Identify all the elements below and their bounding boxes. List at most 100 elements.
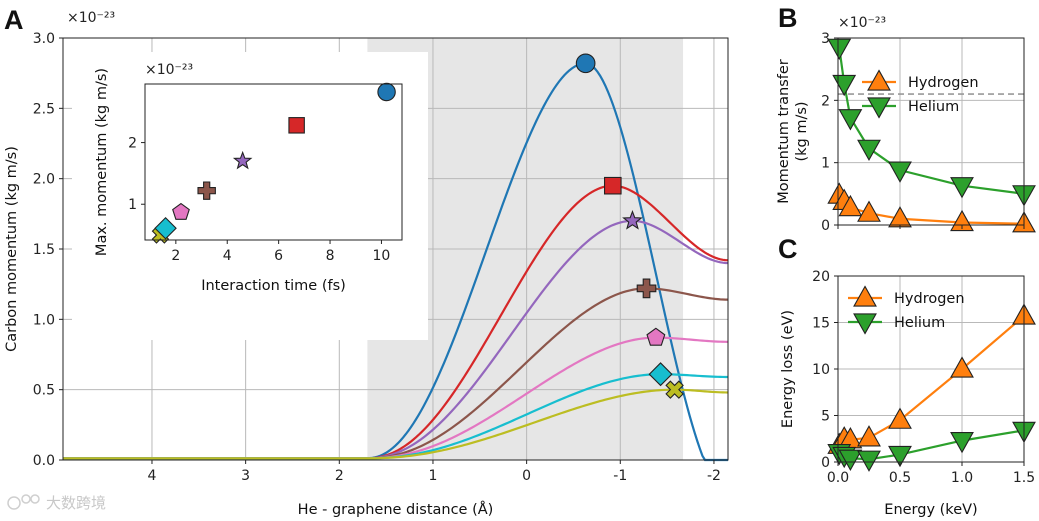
panel-label-a: A (4, 5, 24, 35)
inset-y-offset-label: ×10⁻²³ (145, 62, 193, 78)
c-x-axis-label: Energy (keV) (884, 502, 977, 518)
x-tick-label: 4 (223, 248, 232, 264)
watermark-logo-icon (7, 494, 40, 510)
legend-label: Helium (908, 99, 959, 115)
data-point (857, 139, 881, 162)
y-tick-label: 2 (128, 136, 137, 152)
legend-marker (853, 285, 877, 307)
b-y-offset-label: ×10⁻²³ (838, 15, 886, 31)
x-tick-label: 1 (429, 468, 438, 484)
y-tick-label: 5 (821, 409, 830, 425)
main-x-ticks: 4 3 2 1 0 -1 -2 (148, 460, 721, 484)
b-legend: Hydrogen Helium (862, 69, 979, 119)
inset-point-plus (197, 181, 216, 200)
inset-point-square (288, 117, 305, 134)
y-tick-label: 15 (812, 316, 830, 332)
inset-point-star (232, 150, 253, 170)
y-tick-label: 2.0 (33, 172, 55, 188)
x-tick-label: 0 (522, 468, 531, 484)
series-line (838, 47, 1025, 195)
b-gridlines (837, 37, 1025, 226)
data-point (950, 356, 974, 378)
b-plot-frame (837, 37, 1025, 226)
legend-label: Helium (894, 315, 945, 331)
inset-x-ticks: 2 4 6 8 10 (171, 240, 390, 264)
b-series (827, 38, 1036, 233)
y-tick-label: 0 (821, 218, 830, 234)
main-x-axis-label: He - graphene distance (Å) (298, 501, 494, 518)
b-y-axis-label: Momentum transfer (kg m/s) (776, 59, 810, 204)
data-point (857, 200, 881, 222)
x-tick-label: -2 (707, 468, 721, 484)
main-y-ticks: 0.0 0.5 1.0 1.5 2.0 2.5 3.0 (33, 31, 63, 469)
b-y-axis-label-line1: Momentum transfer (776, 59, 792, 204)
main-y-offset-label: ×10⁻²³ (67, 10, 115, 26)
x-tick-label: 4 (148, 468, 157, 484)
data-point (857, 425, 881, 447)
legend-marker (867, 97, 891, 119)
data-point (950, 177, 974, 199)
y-tick-label: 3 (821, 31, 830, 47)
x-tick-label: 8 (326, 248, 335, 264)
x-tick-label: 10 (373, 248, 391, 264)
main-peak-markers (575, 53, 684, 399)
data-point (888, 445, 912, 468)
watermark: 大数跨境 (7, 494, 106, 512)
c-y-axis-label: Energy loss (eV) (780, 310, 796, 428)
data-point (827, 38, 852, 61)
y-tick-label: 20 (812, 269, 830, 285)
x-tick-label: 2 (335, 468, 344, 484)
peak-marker-square (603, 176, 622, 195)
x-tick-label: 1.0 (951, 470, 973, 486)
inset-plot-frame (144, 83, 403, 241)
inset-x-axis-label: Interaction time (fs) (201, 278, 346, 294)
legend-marker (867, 69, 891, 91)
main-y-axis-label: Carbon momentum (kg m/s) (4, 146, 20, 352)
series-line (63, 388, 729, 460)
c-y-ticks: 0 5 10 15 20 (812, 269, 838, 471)
y-tick-label: 2.5 (33, 101, 55, 117)
inset-point-pentagon (172, 202, 190, 220)
y-tick-label: 3.0 (33, 31, 55, 47)
momentum-transfer-chart: 0 1 2 3 Hydrogen Helium Momentum transfer (kg… (776, 15, 1036, 234)
data-point (832, 74, 857, 97)
legend-marker (853, 313, 877, 335)
panel-label-b: B (778, 3, 798, 33)
data-point (838, 449, 863, 471)
y-tick-label: 0.0 (33, 453, 55, 469)
inset-point-diamond (154, 217, 177, 240)
data-point (838, 194, 863, 217)
b-y-ticks: 0 1 2 3 (821, 31, 838, 234)
data-point (888, 161, 912, 183)
y-tick-label: 1.5 (33, 242, 55, 258)
y-tick-label: 0.5 (33, 383, 55, 399)
peak-marker-pentagon (646, 327, 666, 346)
c-x-ticks: 0.0 0.5 1.0 1.5 (827, 462, 1035, 486)
inset-y-ticks: 12 (128, 136, 145, 213)
legend-label: Hydrogen (908, 75, 979, 91)
peak-marker-star (622, 209, 643, 230)
x-tick-label: 0.5 (889, 470, 911, 486)
y-tick-label: 1 (128, 197, 137, 213)
data-point (950, 431, 974, 454)
x-tick-label: 2 (171, 248, 180, 264)
y-tick-label: 2 (821, 93, 830, 109)
legend-label: Hydrogen (894, 291, 965, 307)
data-point (950, 209, 974, 232)
x-tick-label: 0.0 (827, 470, 849, 486)
y-tick-label: 1 (821, 156, 830, 172)
x-tick-label: 3 (241, 468, 250, 484)
panel-label-c: C (778, 234, 798, 264)
energy-loss-chart: 0.0 0.5 1.0 1.5 0 5 10 15 20 Hydrogen Helium Ene… (780, 269, 1036, 518)
b-x-ticks (837, 225, 1025, 229)
x-tick-label: -1 (613, 468, 627, 484)
data-point (838, 109, 863, 131)
data-point (888, 407, 912, 429)
x-tick-label: 6 (274, 248, 283, 264)
watermark-text: 大数跨境 (46, 494, 106, 512)
series-line (838, 315, 1025, 446)
y-tick-label: 10 (812, 362, 830, 378)
peak-marker-x (665, 380, 684, 399)
inset-point-circle (377, 82, 396, 102)
